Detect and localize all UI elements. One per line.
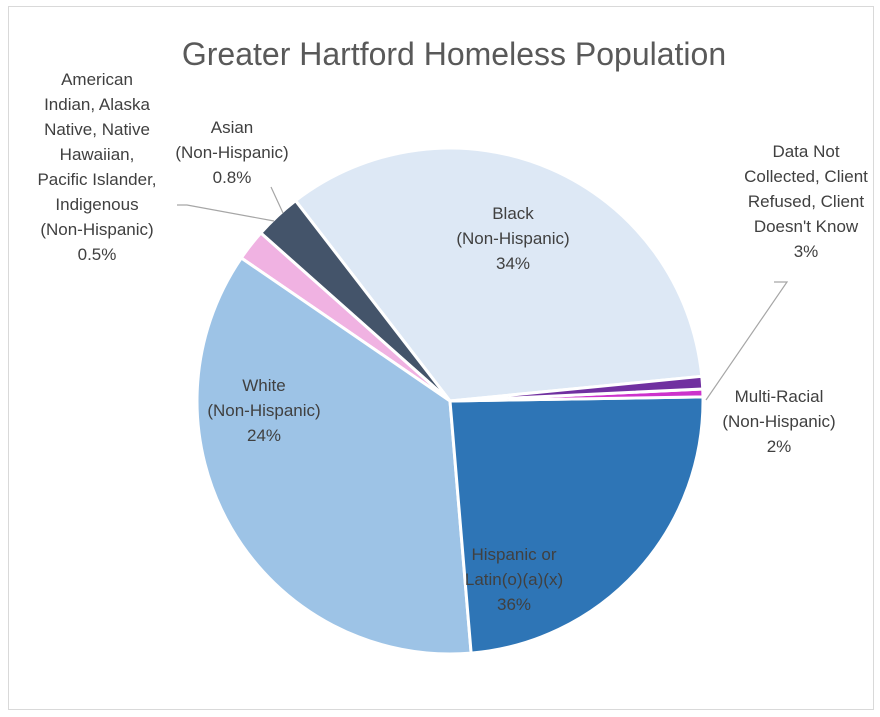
pie-chart: Greater Hartford Homeless Population Bla… — [37, 36, 868, 656]
pie-slice-white-non-hispanic — [448, 395, 705, 655]
pie-slices — [195, 146, 705, 656]
data-label-asian-non-hispanic: Asian (Non-Hispanic) 0.8% — [175, 118, 288, 187]
chart-area: Greater Hartford Homeless Population Bla… — [8, 6, 874, 710]
leader-line-asian-non-hispanic — [270, 186, 284, 214]
chart-title: Greater Hartford Homeless Population — [182, 36, 726, 72]
leader-line-data-not-collected-client-refused-client-doesn-t-know — [705, 281, 789, 401]
data-label-multi-racial-non-hispanic: Multi-Racial (Non-Hispanic) 2% — [722, 387, 835, 456]
pie-slice-asian-non-hispanic — [448, 374, 705, 403]
data-label-american-indian-alaska-native-native-hawaiian-pacific-islander-indigenous-non-hispanic: American Indian, Alaska Native, Native Hawa… — [37, 70, 156, 264]
data-label-white-non-hispanic: White (Non-Hispanic) 24% — [207, 376, 320, 445]
leader-line-american-indian-alaska-native-native-hawaiian-pacific-islander-indigenous-non-hispanic — [177, 204, 275, 222]
data-label-data-not-collected-client-refused-client-doesn-t-know: Data Not Collected, Client Refused, Client… — [744, 142, 868, 261]
leader-lines — [177, 186, 789, 401]
data-labels: Black (Non-Hispanic) 34% Data Not Collected,… — [37, 70, 868, 614]
pie-slice-hispanic-or-latin-o-a-x — [195, 256, 473, 656]
pie-slice-black-non-hispanic — [294, 146, 704, 403]
data-label-hispanic-or-latin-o-a-x: Hispanic or Latin(o)(a)(x) 36% — [465, 545, 563, 614]
data-label-black-non-hispanic: Black (Non-Hispanic) 34% — [456, 204, 569, 273]
